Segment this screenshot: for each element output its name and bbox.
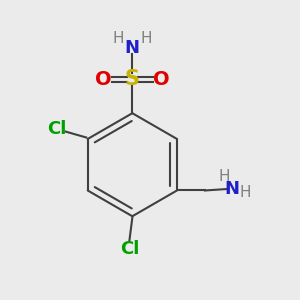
Text: H: H bbox=[141, 32, 152, 46]
Text: H: H bbox=[219, 169, 230, 184]
Text: Cl: Cl bbox=[47, 120, 67, 138]
Text: H: H bbox=[239, 185, 251, 200]
Text: N: N bbox=[224, 180, 239, 198]
Text: O: O bbox=[95, 70, 112, 89]
Text: S: S bbox=[125, 69, 140, 89]
Text: Cl: Cl bbox=[120, 240, 139, 258]
Text: H: H bbox=[112, 32, 124, 46]
Text: O: O bbox=[153, 70, 169, 89]
Text: N: N bbox=[125, 39, 140, 57]
